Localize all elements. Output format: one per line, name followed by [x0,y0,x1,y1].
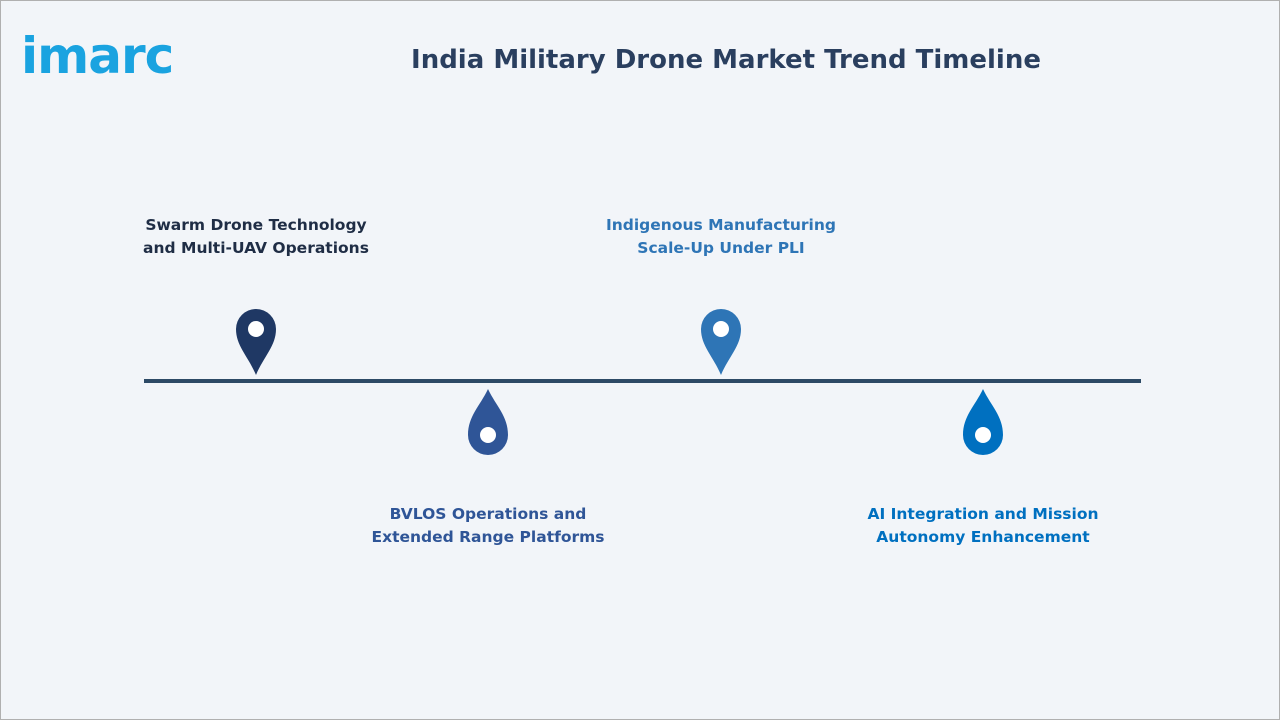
node-label: BVLOS Operations and Extended Range Plat… [371,505,605,546]
title: India Military Drone Market Trend Timeli… [411,45,1041,75]
logo: imarc [21,27,174,85]
pin [963,389,1003,455]
pin [236,309,276,375]
node-label: Indigenous Manufacturing Scale-Up Under … [605,216,837,257]
node-label: Swarm Drone Technology and Multi-UAV Ope… [143,216,369,257]
node-label: AI Integration and Mission Autonomy Enha… [867,505,1099,546]
pin [468,389,508,455]
pin [701,309,741,375]
